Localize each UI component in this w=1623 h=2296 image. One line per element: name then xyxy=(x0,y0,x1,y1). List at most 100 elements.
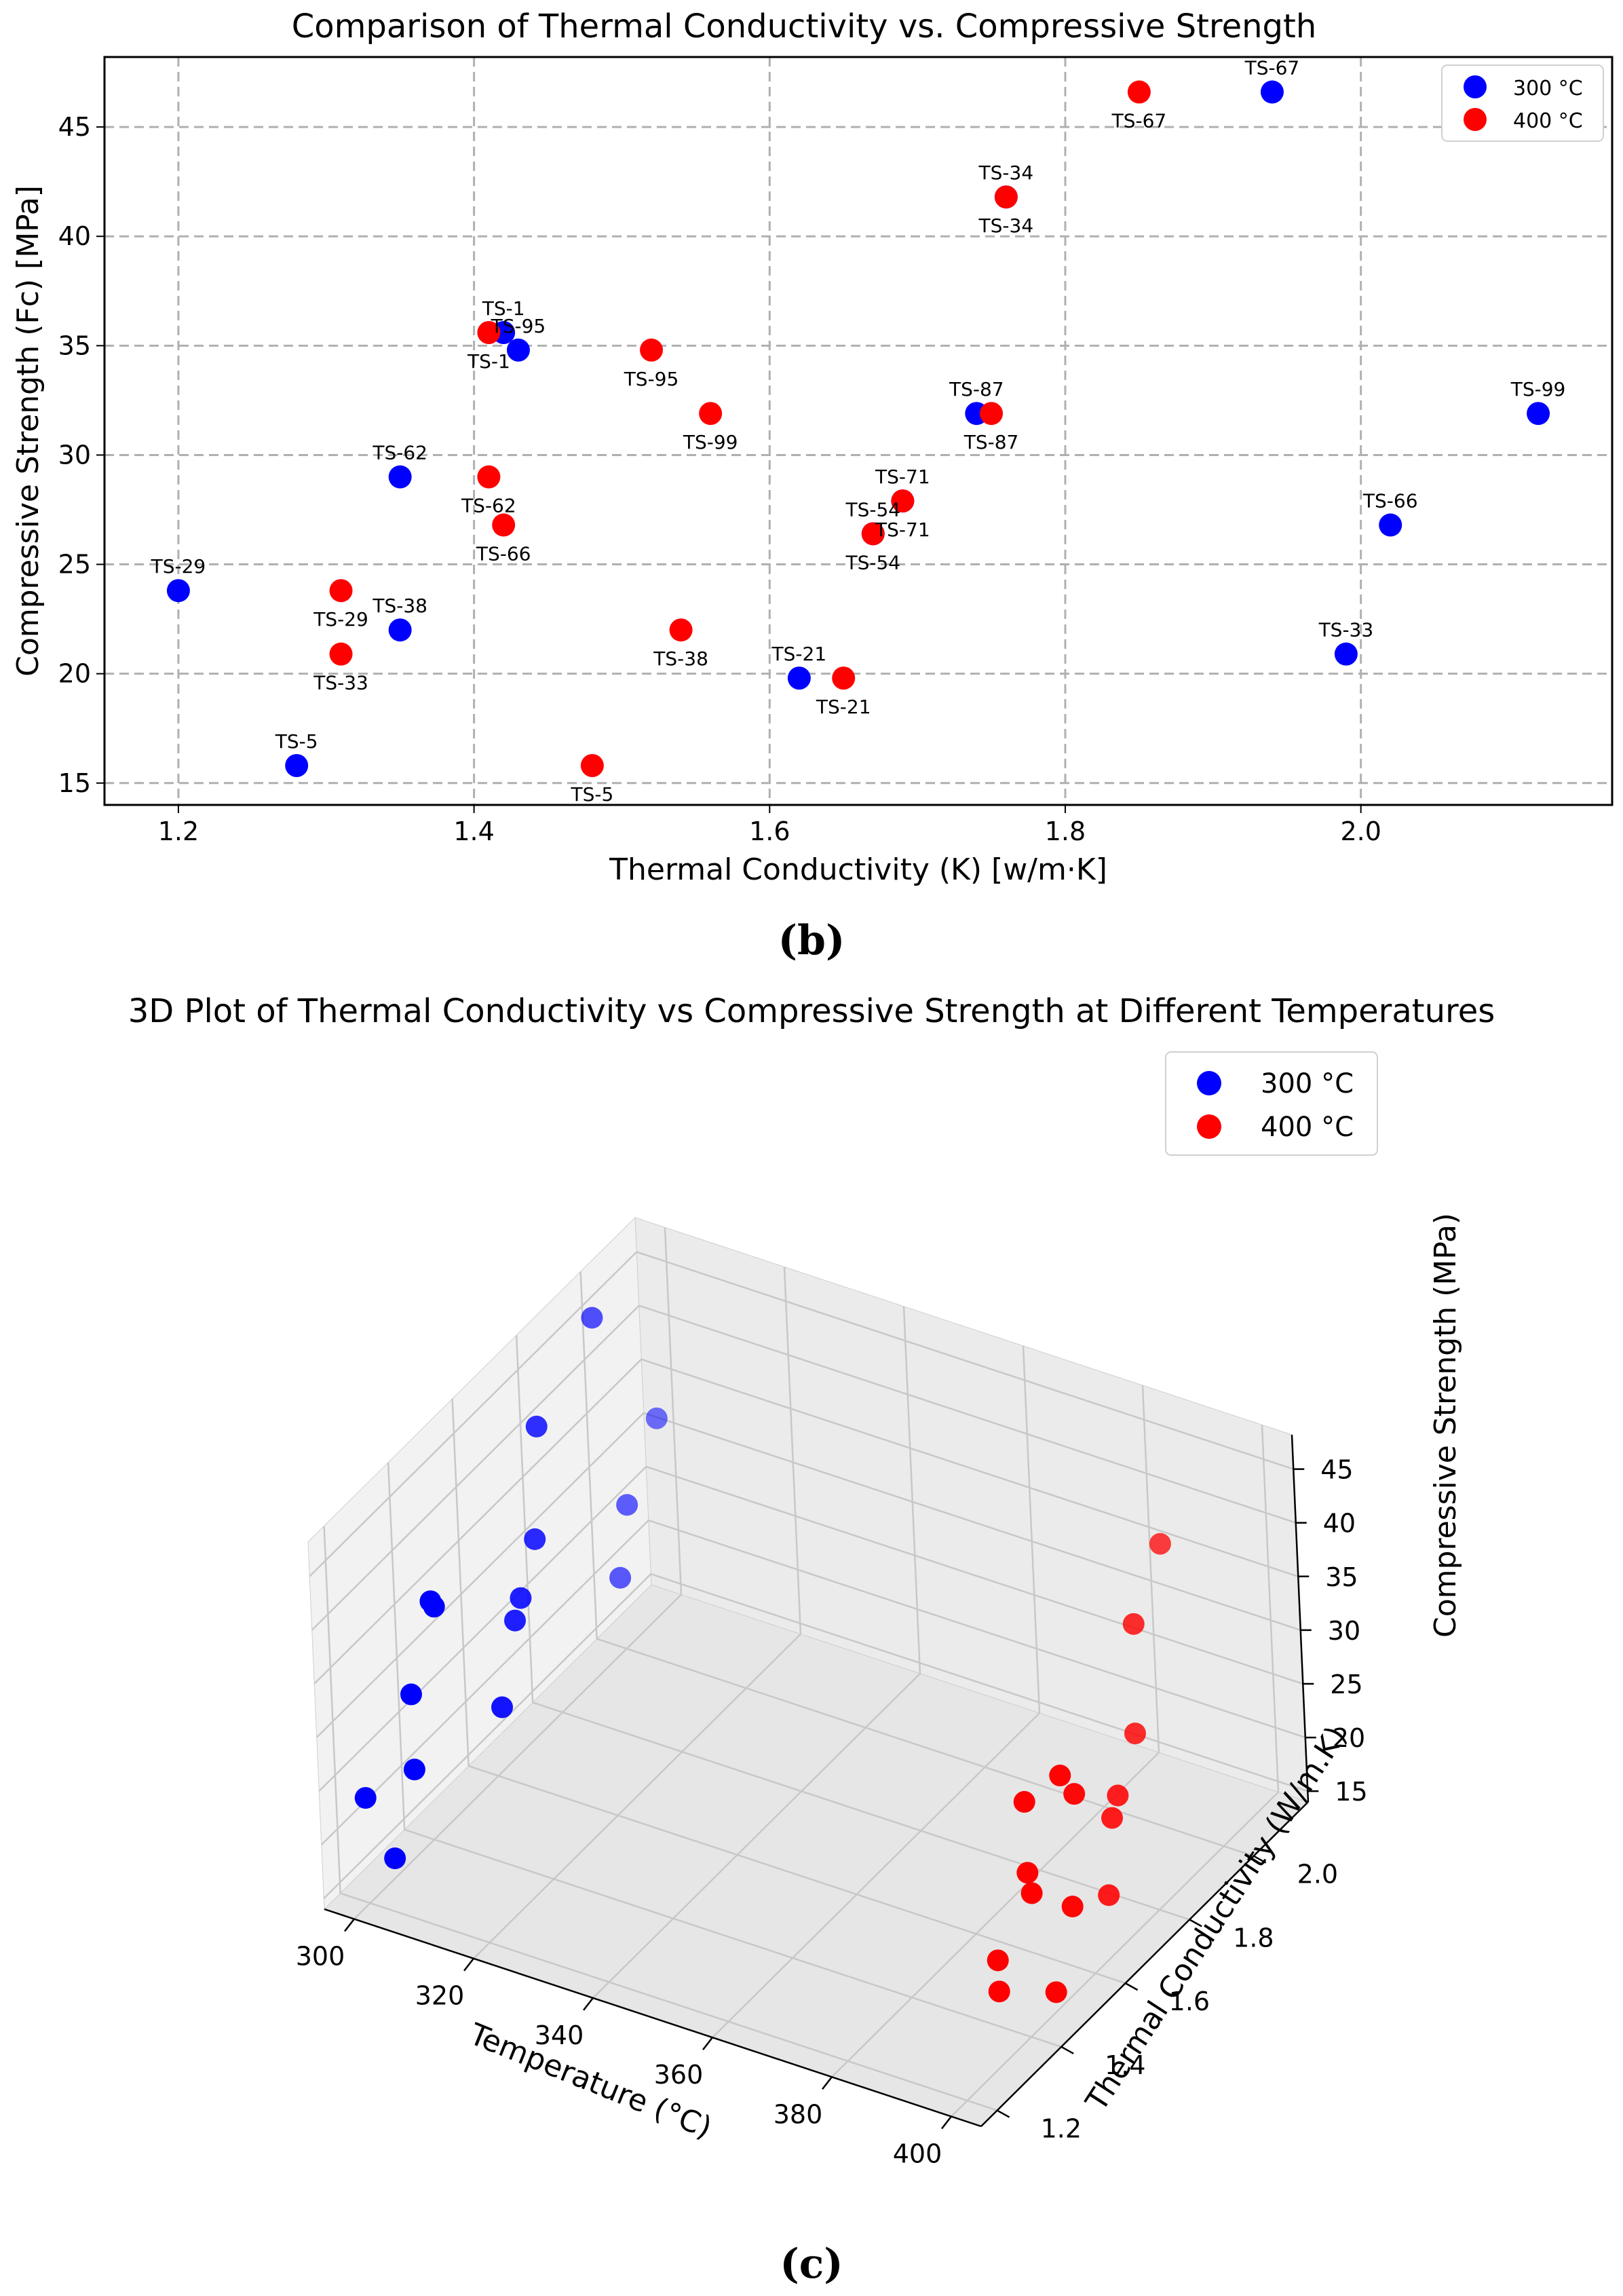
chart-b-point-label: TS-87 xyxy=(963,431,1019,453)
chart-c-legend-marker-400 xyxy=(1197,1114,1221,1139)
chart-c-point xyxy=(1107,1784,1129,1807)
chart-b-legend-marker-400 xyxy=(1464,108,1487,131)
chart-b-point xyxy=(891,489,915,513)
chart-c-z-gridline xyxy=(648,1519,1306,1739)
chart-b-point xyxy=(699,402,723,426)
chart-c-point xyxy=(1098,1884,1120,1906)
chart-c-y-tick xyxy=(997,2109,1010,2118)
chart-c-point xyxy=(988,1980,1010,2003)
chart-b-point-label: TS-29 xyxy=(313,608,368,631)
chart-c-legend: 300 °C 400 °C xyxy=(1165,1051,1378,1156)
chart-b-point xyxy=(832,666,856,690)
chart-b-point-label: TS-66 xyxy=(1362,490,1418,512)
chart-b-point-label: TS-87 xyxy=(949,378,1004,400)
chart-c-point xyxy=(1049,1765,1071,1787)
chart-c-legend-marker-300 xyxy=(1197,1071,1221,1095)
chart-c-point xyxy=(581,1306,603,1329)
chart-c-x-tick-label: 320 xyxy=(415,1981,465,2011)
chart-c-x-tick-label: 340 xyxy=(535,2020,584,2050)
chart-c-y-tick xyxy=(1061,2046,1074,2054)
chart-c-point xyxy=(403,1758,425,1781)
chart-b-point-label: TS-34 xyxy=(978,162,1034,184)
chart-c-z-gridline xyxy=(641,1358,1299,1577)
chart-b-point-label: TS-62 xyxy=(372,442,427,464)
chart-b-point xyxy=(1127,80,1151,104)
chart-c-point xyxy=(491,1696,514,1718)
chart-c-point xyxy=(1149,1532,1171,1555)
chart-c-title: 3D Plot of Thermal Conductivity vs Compr… xyxy=(128,992,1495,1030)
chart-c-z-gridline xyxy=(318,1466,647,1792)
chart-c-point xyxy=(1045,1981,1067,2003)
chart-c-y-gridline xyxy=(323,1526,341,1894)
chart-b-legend: 300 °C 400 °C xyxy=(1441,64,1604,142)
chart-b-point xyxy=(1334,642,1358,666)
chart-c-x-gridline xyxy=(1141,1385,1160,1753)
chart-b-point xyxy=(994,185,1018,209)
chart-c-y-tick-label: 1.6 xyxy=(1169,1987,1210,2016)
chart-c-x-tick-label: 360 xyxy=(654,2060,704,2090)
chart-c-z-gridline xyxy=(638,1304,1297,1524)
chart-c-point xyxy=(987,1949,1009,1972)
chart-b-point xyxy=(329,642,353,666)
chart-b-point xyxy=(285,754,309,777)
scatter-chart-b: Comparison of Thermal Conductivity vs. C… xyxy=(11,7,1614,964)
chart-c-point xyxy=(524,1528,546,1550)
chart-c-y-gridline xyxy=(532,1701,1190,1921)
chart-c-z-gridline xyxy=(311,1304,640,1631)
chart-c-point xyxy=(384,1847,406,1870)
chart-c-y-tick-label: 1.4 xyxy=(1105,2050,1145,2080)
chart-c-point xyxy=(1020,1882,1043,1904)
chart-b-point-label: TS-5 xyxy=(275,730,318,753)
chart-c-y-tick xyxy=(1125,1982,1139,1991)
chart-b-point xyxy=(861,522,885,546)
chart-c-y-tick-label: 1.8 xyxy=(1233,1923,1274,1953)
chart-c-point xyxy=(616,1494,638,1516)
chart-b-point xyxy=(640,338,664,362)
chart-c-point xyxy=(1013,1790,1035,1813)
chart-b-point-label: TS-62 xyxy=(461,495,516,517)
chart-b-point-label: TS-1 xyxy=(467,350,510,373)
chart-b-point xyxy=(787,666,811,690)
chart-b-point xyxy=(388,465,412,489)
chart-c-y-tick-label: 2.0 xyxy=(1297,1860,1338,1889)
chart-b-point-label: TS-67 xyxy=(1244,57,1300,79)
chart-c-axes: 300 320 340 360 380 400 1.2 1.4 1.6 1.8 2.0 15 20 25 3… xyxy=(296,1434,1368,2168)
chart-c-x-tick xyxy=(344,1918,355,1932)
chart-c-z-tick-label: 20 xyxy=(1333,1723,1365,1753)
chart-c-legend-label-400: 400 °C xyxy=(1261,1112,1354,1143)
chart-c-x-gridline xyxy=(664,1227,683,1595)
chart-b-point xyxy=(329,579,353,603)
chart-c-y-gridline xyxy=(340,1892,998,2111)
chart-b-point-label: TS-66 xyxy=(476,543,531,565)
chart-c-z-tick-label: 30 xyxy=(1328,1616,1360,1646)
chart-b-point-label: TS-34 xyxy=(978,214,1034,237)
chart-c-x-gridline xyxy=(902,1306,921,1674)
chart-b-point xyxy=(506,338,530,362)
chart-b-y-axis-label: Compressive Strength (Fc) [MPa] xyxy=(11,185,45,677)
chart-c-y-tick-label: 1.2 xyxy=(1041,2114,1082,2144)
chart-c-z-tick-label: 35 xyxy=(1325,1562,1358,1592)
chart-b-x-tick-label: 1.6 xyxy=(749,816,790,846)
chart-c-legend-label-300: 300 °C xyxy=(1261,1068,1354,1099)
chart-c-point xyxy=(609,1566,632,1589)
chart-b-point xyxy=(477,321,501,344)
chart-b-points xyxy=(166,80,1550,777)
chart-c-x-tick xyxy=(583,1997,594,2011)
chart-b-plot-frame xyxy=(103,56,1614,806)
chart-b-point-label: TS-38 xyxy=(372,595,427,617)
chart-c-y-tick xyxy=(1189,1919,1202,1927)
chart-c-x-axis-line xyxy=(324,1908,982,2128)
chart-b-point xyxy=(980,402,1004,426)
chart-b-point xyxy=(388,618,412,642)
chart-b-point-label: TS-95 xyxy=(624,368,679,390)
chart-c-point xyxy=(1061,1896,1084,1918)
chart-b-point xyxy=(166,579,190,603)
chart-b-point-label: TS-33 xyxy=(1318,619,1374,641)
chart-c-x-gridline xyxy=(783,1266,802,1634)
chart-b-point-label: TS-95 xyxy=(491,315,546,337)
chart-c-z-gridline xyxy=(313,1358,643,1685)
chart-c-point xyxy=(645,1407,668,1429)
chart-c-point xyxy=(1016,1862,1039,1884)
